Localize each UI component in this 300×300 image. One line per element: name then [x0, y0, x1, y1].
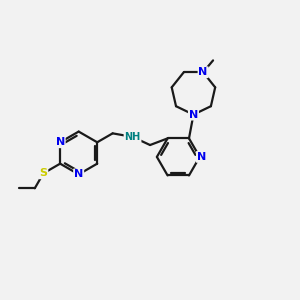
Text: N: N	[199, 67, 208, 77]
Text: N: N	[197, 152, 206, 162]
Text: S: S	[39, 168, 47, 178]
Text: N: N	[74, 169, 83, 179]
Text: NH: NH	[124, 132, 141, 142]
Text: N: N	[189, 110, 198, 120]
Text: N: N	[56, 137, 65, 147]
